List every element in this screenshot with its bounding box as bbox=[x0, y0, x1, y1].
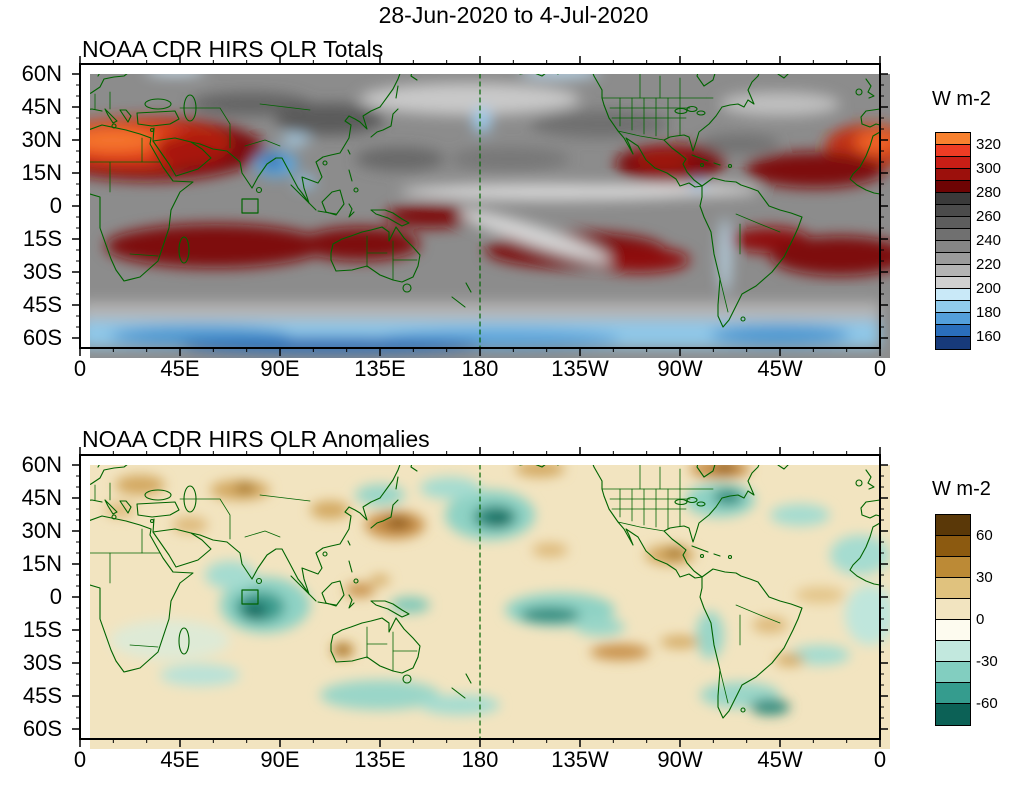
lat-tick-label: 15N bbox=[21, 551, 62, 576]
lat-tick-label: 15S bbox=[22, 226, 62, 251]
lat-tick-label: 60N bbox=[21, 452, 62, 477]
anomalies-map bbox=[72, 447, 890, 749]
colorbar-tick-label: 30 bbox=[976, 569, 993, 586]
lon-tick-label: 135E bbox=[354, 356, 406, 381]
totals-colorbar: W m-2 320 300 280 260 240 220 200 180 160 bbox=[930, 88, 1027, 388]
colorbar-tick-label: 260 bbox=[976, 208, 1002, 225]
lon-tick-label: 0 bbox=[73, 747, 87, 772]
colorbar-tick-label: 200 bbox=[976, 280, 1002, 297]
colorbar-cell bbox=[936, 157, 970, 169]
colorbar-cell bbox=[936, 337, 970, 349]
lon-tick-label: 180 bbox=[461, 747, 499, 772]
colorbar-cell bbox=[936, 662, 970, 683]
lon-tick-label: 0 bbox=[73, 356, 87, 381]
lon-tick-label: 135W bbox=[551, 356, 609, 381]
colorbar-cell bbox=[936, 133, 970, 145]
colorbar-tick-label: 220 bbox=[976, 256, 1002, 273]
colorbar-cell bbox=[936, 578, 970, 599]
colorbar-cell bbox=[936, 229, 970, 241]
lat-tick-label: 30N bbox=[21, 518, 62, 543]
colorbar-cell bbox=[936, 253, 970, 265]
colorbar-tick-label: 180 bbox=[976, 304, 1002, 321]
anomalies-colorbar: W m-2 60 30 0 -30 -60 bbox=[930, 478, 1027, 778]
lon-tick-label: 90E bbox=[260, 747, 300, 772]
colorbar-cell bbox=[936, 241, 970, 253]
anomalies-lon-axis: 0 45E 90E 135E 180 135W 90W 45W 0 bbox=[74, 747, 886, 775]
totals-lon-axis: 0 45E 90E 135E 180 135W 90W 45W 0 bbox=[74, 356, 886, 384]
totals-colorbar-units: W m-2 bbox=[932, 88, 991, 110]
colorbar-tick-label: 160 bbox=[976, 328, 1002, 345]
lat-tick-label: 0 bbox=[49, 584, 62, 609]
lon-tick-label: 90W bbox=[657, 356, 703, 381]
colorbar-tick-label: 280 bbox=[976, 184, 1002, 201]
colorbar-cell bbox=[936, 620, 970, 641]
colorbar-tick-label: -60 bbox=[976, 695, 998, 712]
totals-colorbar-cells bbox=[935, 132, 971, 350]
lon-tick-label: 0 bbox=[873, 747, 887, 772]
lat-tick-label: 15N bbox=[21, 160, 62, 185]
lat-tick-label: 45S bbox=[22, 292, 62, 317]
colorbar-cell bbox=[936, 265, 970, 277]
lon-tick-label: 180 bbox=[461, 356, 499, 381]
colorbar-cell bbox=[936, 599, 970, 620]
lon-tick-label: 45W bbox=[757, 356, 803, 381]
colorbar-tick-label: -30 bbox=[976, 653, 998, 670]
lat-tick-label: 45S bbox=[22, 683, 62, 708]
lon-tick-label: 45E bbox=[160, 747, 200, 772]
anomalies-colorbar-units: W m-2 bbox=[932, 478, 991, 500]
lat-tick-label: 45N bbox=[21, 94, 62, 119]
colorbar-cell bbox=[936, 325, 970, 337]
lat-tick-label: 30S bbox=[22, 650, 62, 675]
lon-tick-label: 45E bbox=[160, 356, 200, 381]
colorbar-cell bbox=[936, 145, 970, 157]
anomalies-colorbar-cells bbox=[935, 514, 971, 726]
anomalies-panel-title: NOAA CDR HIRS OLR Anomalies bbox=[82, 426, 430, 452]
colorbar-cell bbox=[936, 557, 970, 578]
colorbar-cell bbox=[936, 217, 970, 229]
colorbar-tick-label: 240 bbox=[976, 232, 1002, 249]
axis-ticks bbox=[72, 56, 888, 356]
colorbar-tick-label: 60 bbox=[976, 527, 993, 544]
lon-tick-label: 45W bbox=[757, 747, 803, 772]
page-title: 28-Jun-2020 to 4-Jul-2020 bbox=[378, 2, 649, 28]
colorbar-tick-label: 320 bbox=[976, 136, 1002, 153]
lat-tick-label: 60S bbox=[22, 716, 62, 741]
colorbar-cell bbox=[936, 301, 970, 313]
colorbar-cell bbox=[936, 169, 970, 181]
totals-panel-title: NOAA CDR HIRS OLR Totals bbox=[82, 36, 384, 62]
totals-lat-axis: 60N 45N 30N 15N 0 15S 30S 45S 60S bbox=[0, 54, 66, 358]
lat-tick-label: 60S bbox=[22, 325, 62, 350]
lat-tick-label: 0 bbox=[49, 193, 62, 218]
colorbar-cell bbox=[936, 193, 970, 205]
lat-tick-label: 15S bbox=[22, 617, 62, 642]
colorbar-tick-label: 0 bbox=[976, 611, 985, 628]
totals-field bbox=[90, 74, 890, 358]
lon-tick-label: 135W bbox=[551, 747, 609, 772]
lon-tick-label: 90W bbox=[657, 747, 703, 772]
colorbar-tick-label: 300 bbox=[976, 160, 1002, 177]
lon-tick-label: 0 bbox=[873, 356, 887, 381]
anomalies-lat-axis: 60N 45N 30N 15N 0 15S 30S 45S 60S bbox=[0, 445, 66, 749]
lon-tick-label: 135E bbox=[354, 747, 406, 772]
axis-ticks bbox=[72, 447, 888, 747]
colorbar-cell bbox=[936, 536, 970, 557]
lat-tick-label: 45N bbox=[21, 485, 62, 510]
colorbar-cell bbox=[936, 515, 970, 536]
anomalies-field bbox=[90, 465, 890, 749]
colorbar-cell bbox=[936, 641, 970, 662]
colorbar-cell bbox=[936, 313, 970, 325]
colorbar-cell bbox=[936, 289, 970, 301]
colorbar-cell bbox=[936, 205, 970, 217]
lat-tick-label: 30S bbox=[22, 259, 62, 284]
colorbar-cell bbox=[936, 277, 970, 289]
lat-tick-label: 60N bbox=[21, 61, 62, 86]
lat-tick-label: 30N bbox=[21, 127, 62, 152]
colorbar-cell bbox=[936, 704, 970, 725]
totals-map bbox=[72, 56, 890, 358]
colorbar-cell bbox=[936, 181, 970, 193]
lon-tick-label: 90E bbox=[260, 356, 300, 381]
colorbar-cell bbox=[936, 683, 970, 704]
